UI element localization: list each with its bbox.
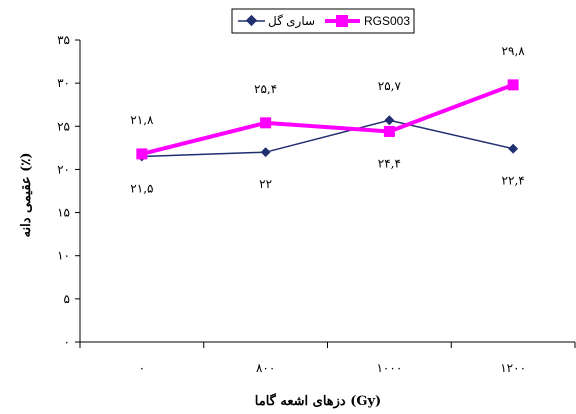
y-tick-label: ٠ [64, 335, 70, 349]
data-label: ٢۵,٧ [378, 79, 402, 93]
x-ticks: ٠ ٨٠٠ ١٠٠٠ ١٢٠٠ [79, 342, 576, 375]
y-tick-label: ٣٠ [57, 76, 70, 90]
series-layer [136, 79, 519, 162]
y-tick-label: ١٠ [57, 249, 70, 263]
series-point-rgs003 [136, 148, 148, 160]
x-tick-label: ١٢٠٠ [500, 361, 526, 375]
axes [79, 40, 575, 343]
y-tick-label: ٢۵ [57, 119, 70, 133]
legend-swatch-marker-2 [336, 15, 348, 27]
data-label: ٢١,۵ [130, 181, 153, 195]
x-tick-label: ٨٠٠ [256, 361, 275, 375]
data-label: ٢٢ [259, 177, 272, 191]
y-tick-label: ٣۵ [57, 33, 70, 47]
series-point-sari-gol [508, 143, 519, 154]
series-point-rgs003 [383, 125, 395, 137]
legend: ساری گل RGS003 [231, 8, 415, 34]
legend-label-2: RGS003 [364, 14, 410, 28]
x-axis-title: دزهای اشعه گاما (Gy) [255, 392, 381, 409]
data-label: ٢۵,۴ [254, 82, 277, 96]
series-point-sari-gol [260, 147, 271, 158]
series-point-rgs003 [507, 79, 519, 91]
y-tick-label: ۵ [64, 292, 70, 306]
series-line-rgs003 [141, 82, 514, 156]
series-point-rgs003 [260, 117, 272, 129]
y-tick-label: ١۵ [57, 206, 70, 220]
series-point-sari-gol [384, 115, 395, 126]
data-labels: ٢١,٨ ٢١,۵ ٢۵,۴ ٢٢ ٢۵,٧ ٢۴,۴ ٢٩,٨ ٢٢,۴ [130, 44, 525, 196]
y-axis-title: عقیمی دانه (٪) [19, 153, 34, 238]
data-label: ٢١,٨ [130, 113, 154, 127]
y-tick-label: ٢٠ [57, 162, 70, 176]
series-line-sari-gol [141, 119, 514, 158]
x-tick-label: ٠ [139, 361, 145, 375]
y-ticks: ٠ ۵ ١٠ ١۵ ٢٠ ٢۵ ٣٠ ٣۵ [57, 33, 80, 349]
data-label: ٢٩,٨ [502, 44, 526, 58]
x-tick-label: ١٠٠٠ [376, 361, 402, 375]
legend-label-1: ساری گل [268, 14, 315, 29]
data-label: ٢۴,۴ [378, 156, 401, 170]
data-label: ٢٢,۴ [502, 174, 525, 188]
